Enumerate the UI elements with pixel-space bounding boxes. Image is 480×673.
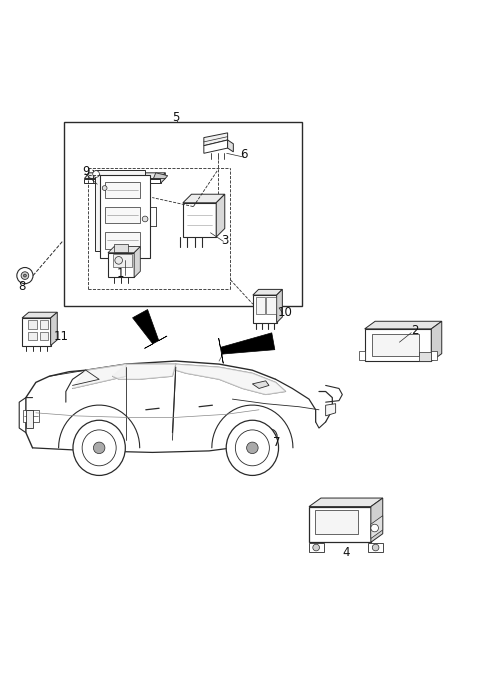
Bar <box>105 232 140 249</box>
Polygon shape <box>176 364 286 394</box>
Polygon shape <box>371 498 383 542</box>
Bar <box>28 332 37 341</box>
Polygon shape <box>204 140 228 153</box>
Circle shape <box>313 544 320 551</box>
Polygon shape <box>219 333 275 363</box>
Bar <box>105 207 140 223</box>
Text: 5: 5 <box>172 111 180 124</box>
Polygon shape <box>22 312 57 318</box>
Polygon shape <box>22 318 50 345</box>
Text: 11: 11 <box>53 330 69 343</box>
Polygon shape <box>183 194 225 203</box>
Polygon shape <box>228 140 233 152</box>
Polygon shape <box>160 173 165 183</box>
Polygon shape <box>252 381 269 388</box>
Polygon shape <box>72 364 126 388</box>
Ellipse shape <box>73 420 125 475</box>
Text: 10: 10 <box>278 306 293 319</box>
Bar <box>359 351 365 360</box>
Bar <box>105 182 140 199</box>
Polygon shape <box>108 253 134 277</box>
Text: 9: 9 <box>82 165 90 178</box>
Circle shape <box>21 272 29 279</box>
Bar <box>315 510 358 534</box>
Polygon shape <box>309 542 324 552</box>
Polygon shape <box>132 310 167 349</box>
Polygon shape <box>325 404 336 416</box>
Text: 2: 2 <box>411 324 419 337</box>
Bar <box>113 254 132 267</box>
Text: 3: 3 <box>221 234 228 247</box>
Polygon shape <box>253 295 276 322</box>
Polygon shape <box>253 289 282 295</box>
Text: 7: 7 <box>273 436 281 449</box>
Circle shape <box>24 274 26 277</box>
Circle shape <box>262 429 277 444</box>
Polygon shape <box>84 178 160 183</box>
Bar <box>114 244 128 252</box>
Ellipse shape <box>235 430 269 466</box>
Polygon shape <box>365 329 432 361</box>
Polygon shape <box>204 133 228 145</box>
Text: 1: 1 <box>116 267 124 281</box>
Circle shape <box>115 256 122 264</box>
Polygon shape <box>368 542 383 552</box>
Text: 8: 8 <box>18 280 25 293</box>
Polygon shape <box>84 173 165 178</box>
Polygon shape <box>432 321 442 361</box>
Circle shape <box>247 442 258 454</box>
Polygon shape <box>309 507 371 542</box>
Bar <box>372 334 420 357</box>
Polygon shape <box>216 194 225 237</box>
Bar <box>266 297 276 314</box>
Polygon shape <box>134 246 140 277</box>
Ellipse shape <box>82 430 116 466</box>
Circle shape <box>96 171 106 180</box>
Text: 6: 6 <box>240 148 248 161</box>
Polygon shape <box>108 246 140 253</box>
Polygon shape <box>23 410 39 422</box>
Circle shape <box>371 524 378 532</box>
Polygon shape <box>95 170 145 251</box>
Ellipse shape <box>226 420 278 475</box>
Bar <box>432 351 437 360</box>
Bar <box>28 320 37 329</box>
Circle shape <box>372 544 379 551</box>
Polygon shape <box>365 321 442 329</box>
Polygon shape <box>276 289 282 322</box>
Bar <box>40 332 48 341</box>
Bar <box>256 297 265 314</box>
Bar <box>64 122 302 306</box>
Polygon shape <box>154 173 168 178</box>
Circle shape <box>266 433 273 440</box>
Polygon shape <box>371 516 383 538</box>
Circle shape <box>268 435 271 438</box>
Polygon shape <box>26 410 33 428</box>
Circle shape <box>102 186 107 190</box>
Circle shape <box>17 267 33 284</box>
Polygon shape <box>183 203 216 237</box>
Circle shape <box>93 171 99 177</box>
Polygon shape <box>112 364 176 380</box>
Circle shape <box>94 442 105 454</box>
Text: 4: 4 <box>342 546 350 559</box>
Polygon shape <box>420 352 432 361</box>
Polygon shape <box>100 175 150 258</box>
Polygon shape <box>50 312 57 345</box>
Polygon shape <box>309 498 383 507</box>
Bar <box>40 320 48 329</box>
Circle shape <box>142 216 148 222</box>
